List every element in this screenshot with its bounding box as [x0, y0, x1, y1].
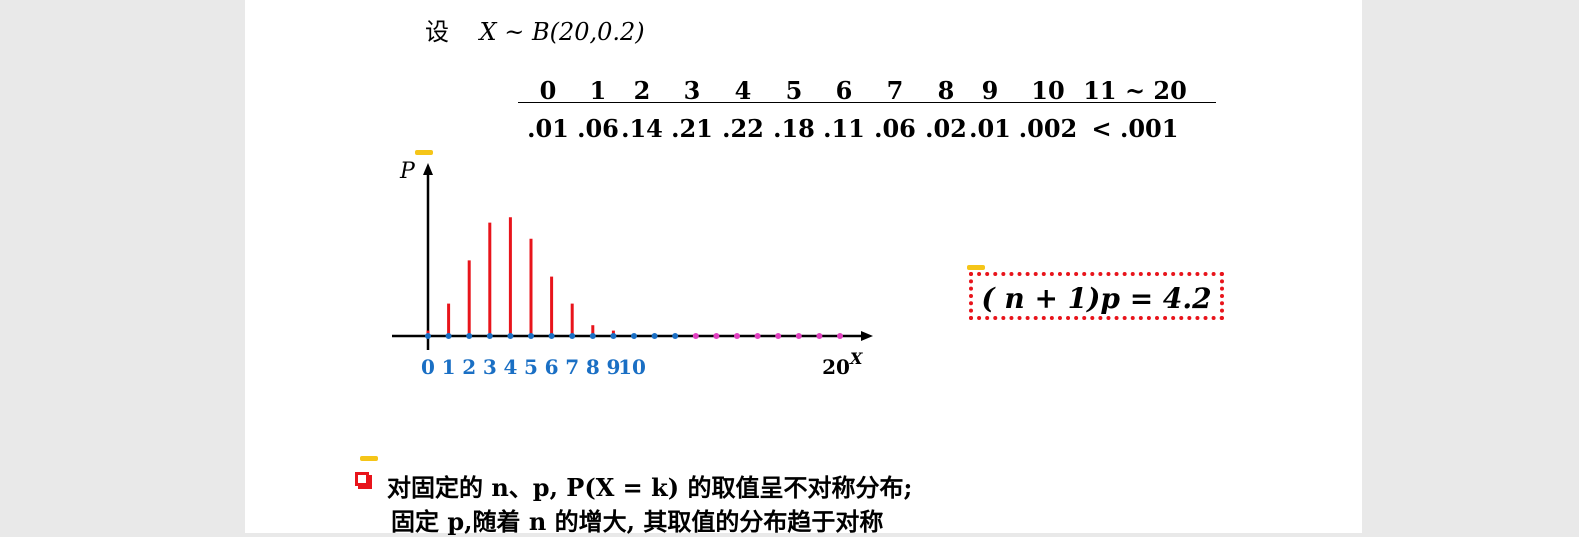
slide-page: 设 X ~ B(20,0.2) 0 1 2 3 4 5 6 7 8 9 10 11 ~ 20 .01.… — [245, 0, 1362, 536]
x-tick-dot — [651, 333, 658, 339]
k-cell: 1 — [589, 76, 607, 105]
highlight-mark — [360, 456, 378, 461]
k-cell: 9 — [981, 76, 999, 105]
x-tick-dot — [816, 333, 823, 339]
x-tick-dot — [713, 333, 720, 339]
bullet-text-line1: 对固定的 n、p, P(X = k) 的取值呈不对称分布; — [387, 473, 913, 502]
x-tick-label: 3 — [483, 355, 497, 379]
binomial-chart: 0 1 2 3 4 5 6 7 8 910 20 X P — [392, 159, 873, 379]
p-cell: .22 — [722, 114, 764, 143]
x-tick-label: 0 — [421, 355, 435, 379]
k-cell: 5 — [785, 76, 803, 105]
k-cell: 2 — [633, 76, 651, 105]
p-cell: .06 — [577, 114, 619, 143]
x-tick-label: 9 — [606, 355, 620, 379]
x-tick-label: 8 — [586, 355, 600, 379]
highlight-mark — [967, 265, 985, 270]
highlight-mark — [415, 150, 433, 155]
k-cell: 0 — [539, 76, 557, 105]
p-cell: .06 — [874, 114, 916, 143]
table-divider — [518, 102, 1216, 103]
k-cell: 6 — [835, 76, 853, 105]
p-cell: .14 — [621, 114, 663, 143]
x-tick-dot — [754, 333, 761, 339]
x-tick-label: 4 — [503, 355, 517, 379]
x-tick-dot — [837, 333, 843, 339]
x-tick-dot — [692, 333, 699, 339]
x-tick-dot — [589, 333, 596, 339]
x-tick-dot — [486, 333, 493, 339]
k-cell: 11 ~ 20 — [1083, 76, 1187, 105]
x-tick-label: 6 — [545, 355, 559, 379]
p-cell: .01 — [969, 114, 1011, 143]
p-cell: .01 — [527, 114, 569, 143]
mode-formula: ( n + 1)p = 4.2 — [981, 282, 1212, 315]
k-cell: 8 — [937, 76, 955, 105]
p-cell: .002 — [1018, 114, 1078, 143]
x-tick-label: 5 — [524, 355, 538, 379]
y-axis-arrow-icon — [423, 163, 433, 175]
x-tick-dot — [507, 333, 514, 339]
x-tick-dot — [672, 333, 679, 339]
x-tick-dot — [569, 333, 576, 339]
x-tick-dot — [466, 333, 473, 339]
x-tick-dot — [425, 333, 431, 339]
p-cell: .18 — [773, 114, 815, 143]
k-cell: 7 — [886, 76, 904, 105]
distribution-intro: 设 X ~ B(20,0.2) — [425, 12, 645, 47]
x-tick-dot — [795, 333, 802, 339]
k-cell: 4 — [734, 76, 752, 105]
x-tick-label: 10 — [618, 355, 646, 379]
bullet-text-line2: 固定 p,随着 n 的增大, 其取值的分布趋于对称 — [391, 507, 884, 536]
x-tick-label: 7 — [565, 355, 579, 379]
x-tick-dot — [610, 333, 617, 339]
x-tick-dot — [734, 333, 740, 339]
x-tick-label: 1 — [442, 355, 456, 379]
x-axis-arrow-icon — [861, 331, 873, 341]
x-axis-label: X — [849, 349, 863, 368]
x-tick-dot — [445, 333, 452, 339]
p-cell: .21 — [671, 114, 713, 143]
p-cell: < .001 — [1091, 114, 1179, 143]
p-cell: .02 — [925, 114, 967, 143]
y-axis-label: P — [399, 159, 416, 184]
intro-expression: X ~ B(20,0.2) — [479, 18, 645, 46]
intro-prefix: 设 — [425, 18, 449, 46]
x-tick-dot — [775, 333, 782, 339]
p-cell: .11 — [823, 114, 865, 143]
x-end-label: 20 — [822, 355, 850, 379]
x-tick-dot — [528, 333, 534, 339]
x-tick-label: 2 — [462, 355, 476, 379]
formula-box: ( n + 1)p = 4.2 — [969, 272, 1224, 320]
k-cell: 3 — [683, 76, 701, 105]
checkbox-bullet-icon — [355, 472, 369, 486]
k-cell: 10 — [1031, 76, 1065, 105]
x-tick-dot — [548, 333, 555, 339]
x-tick-dot — [631, 333, 637, 339]
